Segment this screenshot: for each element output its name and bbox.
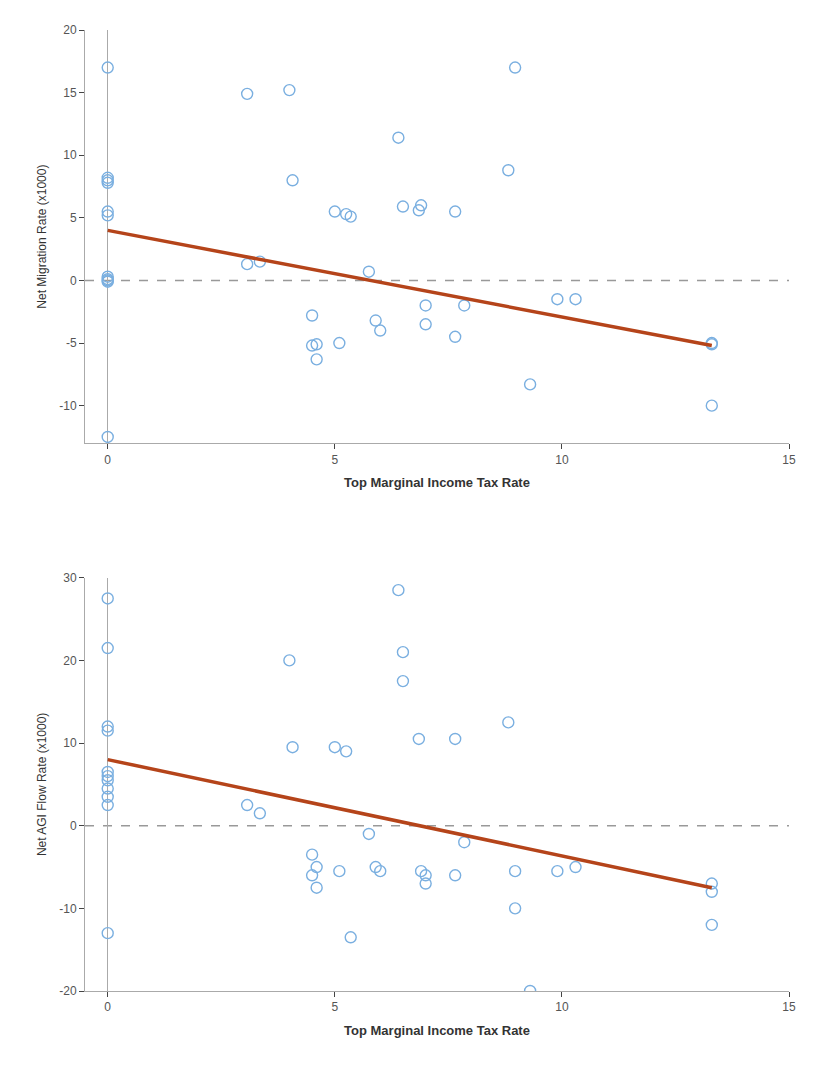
- svg-text:5: 5: [331, 1000, 338, 1014]
- svg-text:0: 0: [104, 453, 111, 467]
- svg-text:0: 0: [70, 274, 77, 288]
- svg-text:Net AGI Flow Rate (x1000): Net AGI Flow Rate (x1000): [35, 713, 49, 856]
- svg-text:Top Marginal Income Tax Rate: Top Marginal Income Tax Rate: [344, 1023, 530, 1038]
- svg-text:5: 5: [70, 211, 77, 225]
- svg-text:20: 20: [63, 23, 77, 37]
- svg-text:0: 0: [104, 1000, 111, 1014]
- svg-text:10: 10: [63, 148, 77, 162]
- svg-text:30: 30: [63, 571, 77, 585]
- svg-text:20: 20: [63, 654, 77, 668]
- svg-text:-5: -5: [66, 336, 77, 350]
- svg-text:10: 10: [555, 453, 569, 467]
- svg-text:Net Migration Rate (x1000): Net Migration Rate (x1000): [35, 165, 49, 309]
- svg-text:0: 0: [70, 819, 77, 833]
- svg-text:Top Marginal Income Tax Rate: Top Marginal Income Tax Rate: [344, 475, 530, 490]
- svg-text:10: 10: [63, 736, 77, 750]
- svg-text:15: 15: [782, 453, 796, 467]
- svg-text:15: 15: [63, 86, 77, 100]
- svg-text:-10: -10: [59, 399, 77, 413]
- svg-text:-10: -10: [59, 902, 77, 916]
- svg-text:10: 10: [555, 1000, 569, 1014]
- svg-text:15: 15: [782, 1000, 796, 1014]
- svg-text:5: 5: [331, 453, 338, 467]
- svg-text:-20: -20: [59, 984, 77, 998]
